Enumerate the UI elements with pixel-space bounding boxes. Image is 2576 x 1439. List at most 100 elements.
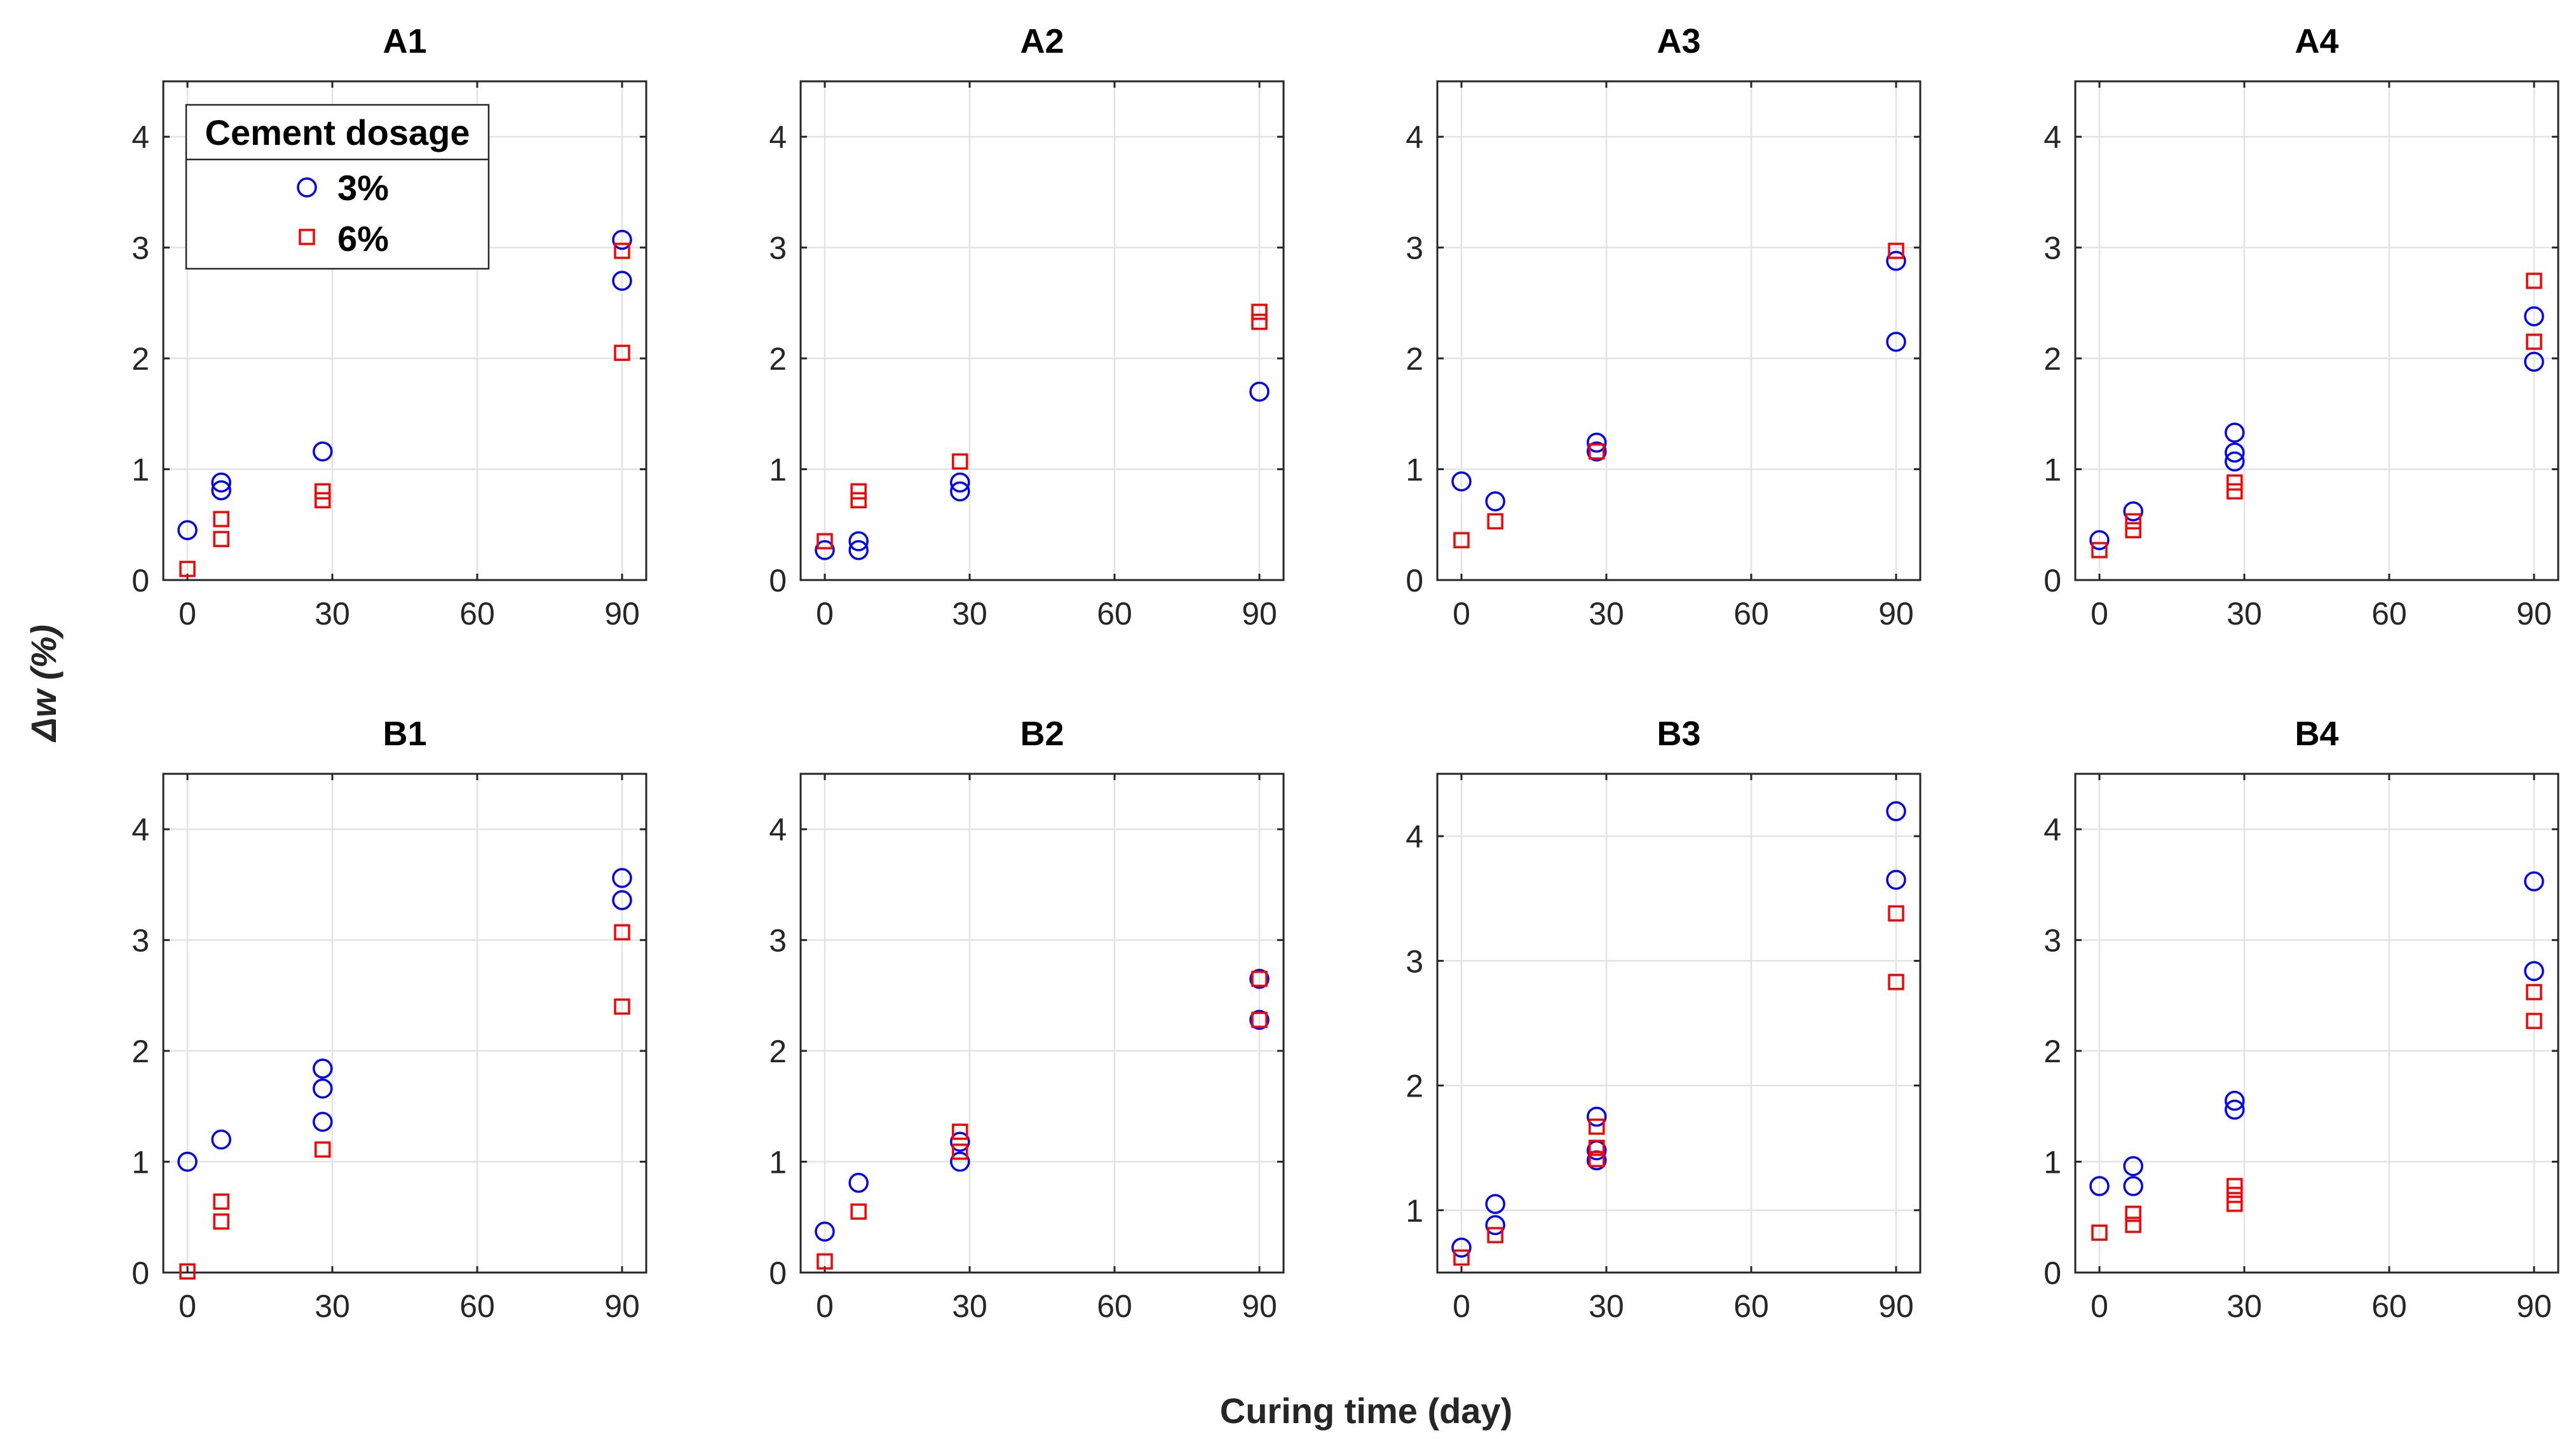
point-6pct: [850, 492, 867, 509]
point-6pct: [1251, 1011, 1268, 1029]
point-6pct: [315, 492, 331, 509]
point-6pct: [315, 1141, 331, 1158]
point-3pct: [2123, 1176, 2143, 1196]
point-6pct: [315, 483, 331, 500]
legend-label-6pct: 6%: [337, 219, 389, 259]
y-tick-label: 1: [769, 452, 787, 488]
y-tick-label: 4: [1406, 119, 1423, 155]
panel-a2: 0 30 60 90 0 1 2 3 4 A2: [769, 22, 1285, 632]
x-tick-label: 0: [816, 596, 834, 632]
point-3pct: [2089, 1176, 2110, 1196]
y-tick-label: 2: [1406, 341, 1423, 377]
x-tick-label: 90: [604, 596, 640, 632]
y-tick-label: 1: [1406, 452, 1423, 488]
y-tick-label: 3: [1406, 231, 1423, 266]
point-6pct: [1453, 532, 1470, 548]
y-tick-label: 0: [132, 1255, 149, 1291]
point-3pct: [211, 1129, 231, 1150]
point-6pct: [952, 1123, 968, 1140]
x-tick-label: 0: [2091, 596, 2108, 632]
point-3pct: [1485, 491, 1505, 511]
point-6pct: [1487, 1227, 1503, 1243]
point-6pct: [2526, 983, 2542, 1001]
x-tick-label: 0: [179, 596, 196, 632]
y-tick-label: 1: [132, 1145, 149, 1180]
x-tick-label: 30: [1589, 1288, 1624, 1324]
point-6pct: [1888, 243, 1904, 259]
x-tick-label: 30: [2227, 596, 2262, 632]
point-6pct: [2227, 483, 2243, 500]
point-3pct: [2225, 451, 2245, 472]
y-tick-label: 2: [1406, 1069, 1423, 1104]
point-6pct: [2526, 273, 2542, 289]
y-tick-label: 2: [132, 1034, 149, 1069]
x-tick-label: 0: [1453, 1288, 1470, 1324]
y-tick-label: 2: [2044, 1034, 2061, 1069]
point-6pct: [213, 530, 229, 548]
x-tick-label: 60: [459, 596, 495, 632]
panel-title: A3: [1657, 22, 1700, 60]
panel-title: A4: [2295, 22, 2338, 60]
x-tick-label: 60: [1097, 596, 1132, 632]
panel-title: B1: [383, 715, 426, 753]
point-3pct: [1886, 870, 1906, 890]
y-tick-label: 3: [769, 923, 787, 959]
point-6pct: [1251, 313, 1268, 330]
y-tick-label: 4: [2044, 812, 2061, 848]
y-tick-label: 1: [2044, 452, 2061, 488]
point-3pct: [313, 1112, 333, 1132]
point-6pct: [1453, 1249, 1470, 1266]
point-6pct: [2526, 1013, 2542, 1029]
point-3pct: [1886, 250, 1906, 271]
point-3pct: [1587, 432, 1607, 453]
panel-b4: 0 30 60 90 0 1 2 3 4 B4: [2044, 715, 2559, 1324]
axes-box: [1436, 80, 1922, 581]
y-tick-label: 3: [2044, 923, 2061, 959]
point-6pct: [817, 533, 833, 550]
point-3pct: [1587, 1106, 1607, 1127]
point-6pct: [2227, 1178, 2243, 1194]
point-6pct: [213, 1213, 229, 1230]
point-3pct: [950, 481, 970, 502]
x-tick-label: 60: [2371, 596, 2407, 632]
y-tick-label: 3: [2044, 231, 2061, 266]
y-tick-label: 2: [769, 341, 787, 377]
point-3pct: [1886, 332, 1906, 352]
point-6pct: [213, 511, 229, 527]
point-6pct: [952, 453, 968, 470]
x-tick-label: 90: [1242, 1288, 1277, 1324]
point-3pct: [612, 890, 632, 910]
x-axis-title: Curing time (day): [1220, 1391, 1512, 1431]
x-tick-label: 60: [1733, 1288, 1769, 1324]
panel-b3: 0 30 60 90 1 2 3 4 B3: [1406, 715, 1922, 1324]
point-6pct: [2125, 522, 2141, 539]
x-tick-label: 90: [1242, 596, 1277, 632]
point-3pct: [612, 229, 632, 250]
point-6pct: [2125, 513, 2141, 530]
y-tick-label: 4: [2044, 119, 2061, 155]
x-tick-label: 90: [1878, 1288, 1914, 1324]
point-6pct: [1888, 905, 1904, 922]
y-tick-label: 1: [1406, 1193, 1423, 1229]
point-3pct: [1485, 1215, 1505, 1236]
point-3pct: [2225, 442, 2245, 463]
point-6pct: [952, 1144, 968, 1160]
y-tick-label: 1: [769, 1145, 787, 1180]
x-tick-label: 60: [1097, 1288, 1132, 1324]
x-tick-label: 60: [1733, 596, 1769, 632]
point-3pct: [2524, 351, 2544, 372]
point-3pct: [848, 531, 869, 551]
point-3pct: [1587, 441, 1607, 462]
x-tick-label: 0: [2091, 1288, 2108, 1324]
point-6pct: [1589, 1118, 1605, 1135]
y-tick-label: 0: [132, 563, 149, 598]
point-3pct: [2123, 501, 2143, 522]
y-tick-label: 4: [769, 812, 787, 848]
point-6pct: [614, 998, 630, 1015]
x-tick-label: 30: [315, 596, 350, 632]
panel-b2: 0 30 60 90 0 1 2 3 4 B2: [769, 715, 1285, 1324]
axes-box: [2074, 80, 2559, 581]
point-3pct: [177, 1151, 198, 1172]
x-tick-label: 0: [816, 1288, 834, 1324]
point-3pct: [612, 271, 632, 291]
